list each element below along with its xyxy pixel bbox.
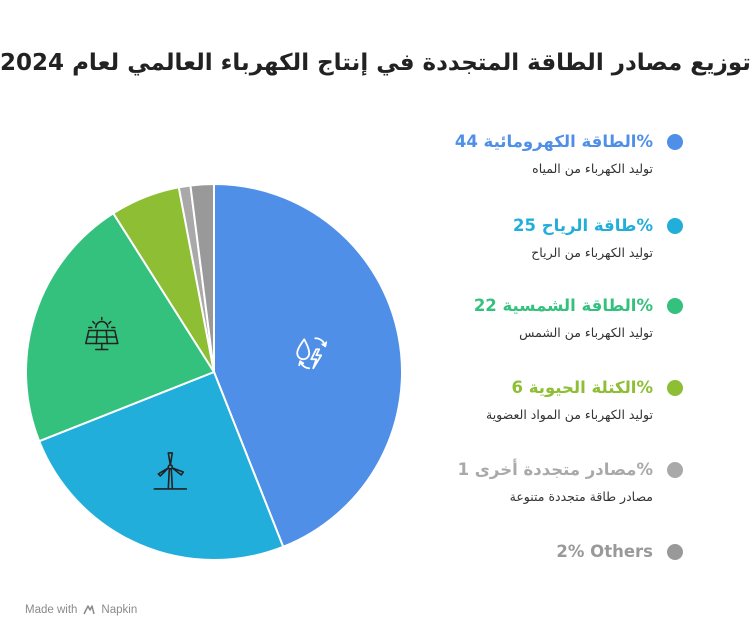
legend-dot xyxy=(667,379,683,396)
legend-description: توليد الكهرباء من المياه xyxy=(532,161,653,176)
legend-item: طاقة الرياح 25% توليد الكهرباء من الرياح xyxy=(383,216,683,260)
legend-dot xyxy=(667,543,683,560)
pie-slice-5 xyxy=(189,182,215,373)
legend-dot xyxy=(667,461,683,478)
pie-slice-1 xyxy=(37,370,285,561)
napkin-logo-icon xyxy=(83,605,96,615)
legend-item: الطاقة الكهرومائية 44% توليد الكهرباء من … xyxy=(383,132,683,176)
legend-description: مصادر طاقة متجددة متنوعة xyxy=(509,489,653,504)
made-with-text: Made with xyxy=(25,604,78,616)
napkin-brand: Napkin xyxy=(101,604,138,616)
footer: Made with Napkin xyxy=(25,604,137,616)
legend-dot xyxy=(667,217,683,234)
legend-label: الكتلة الحيوية 6% xyxy=(511,378,653,397)
legend-label: 2% Others xyxy=(556,542,653,561)
pie-slice-2 xyxy=(25,211,216,443)
legend-header: الكتلة الحيوية 6% xyxy=(383,378,683,397)
legend-item: مصادر متجددة أخرى 1% مصادر طاقة متجددة مت… xyxy=(383,460,683,504)
pie-slice-0 xyxy=(213,182,403,549)
legend-label: مصادر متجددة أخرى 1% xyxy=(457,460,653,479)
solar-panel-icon xyxy=(85,316,119,351)
legend-header: 2% Others xyxy=(383,542,683,561)
legend-label: الطاقة الشمسية 22% xyxy=(473,296,653,315)
legend-label: طاقة الرياح 25% xyxy=(513,216,653,235)
legend-header: طاقة الرياح 25% xyxy=(383,216,683,235)
legend-item: الطاقة الشمسية 22% توليد الكهرباء من الشم… xyxy=(383,296,683,340)
hydro-icon xyxy=(296,337,328,370)
legend-item: الكتلة الحيوية 6% توليد الكهرباء من الموا… xyxy=(383,378,683,422)
legend-header: مصادر متجددة أخرى 1% xyxy=(383,460,683,479)
legend-dot xyxy=(667,297,683,314)
legend-dot xyxy=(667,133,683,150)
legend-item: 2% Others xyxy=(383,542,683,561)
legend-header: الطاقة الشمسية 22% xyxy=(383,296,683,315)
legend-label: الطاقة الكهرومائية 44% xyxy=(454,132,653,151)
legend-description: توليد الكهرباء من المواد العضوية xyxy=(486,407,653,422)
chart-title: توزيع مصادر الطاقة المتجددة في إنتاج الك… xyxy=(0,50,751,76)
legend-description: توليد الكهرباء من الشمس xyxy=(519,325,653,340)
legend-header: الطاقة الكهرومائية 44% xyxy=(383,132,683,151)
wind-turbine-icon xyxy=(153,452,188,490)
legend-description: توليد الكهرباء من الرياح xyxy=(531,245,653,260)
